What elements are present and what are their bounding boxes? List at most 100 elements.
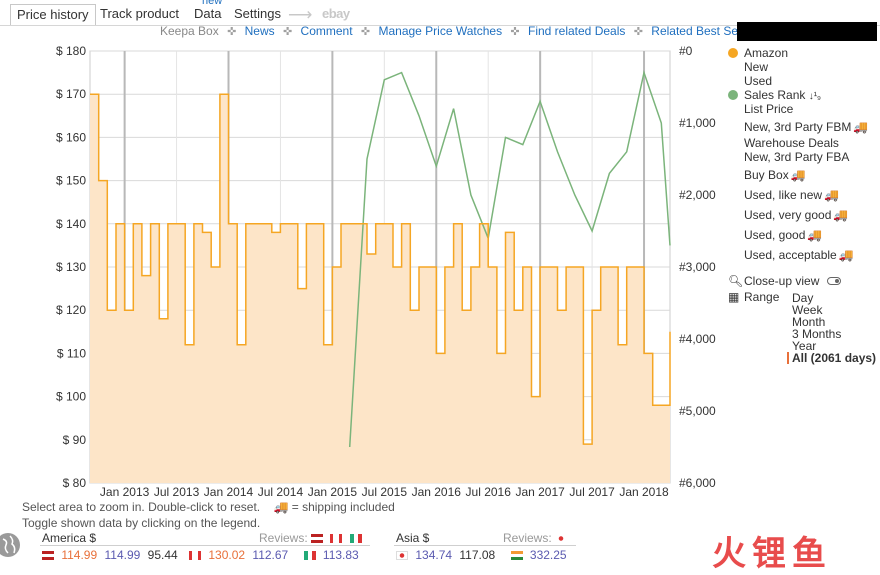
plus-icon: ✜ (282, 26, 293, 38)
x-axis-tick-label: Jan 2014 (204, 485, 254, 499)
legend-item-new[interactable]: New (744, 60, 769, 74)
range-day[interactable]: Day (792, 291, 814, 305)
legend-item-used-good[interactable]: Used, good 🚚 (744, 228, 823, 242)
range-week[interactable]: Week (792, 303, 823, 317)
in-new-price[interactable]: 332.25 (529, 548, 567, 562)
tab-data-label: Data (194, 6, 222, 21)
legend-item-new-3rd-fba[interactable]: New, 3rd Party FBA (744, 150, 850, 164)
y-axis-left-tick-label: $ 140 (56, 217, 86, 231)
range-3-months[interactable]: 3 Months (792, 327, 842, 341)
x-axis-tick-label: Jul 2015 (362, 485, 408, 499)
redacted-block (737, 22, 877, 41)
tab-settings[interactable]: Settings (234, 6, 281, 21)
x-axis-tick-label: Jan 2017 (515, 485, 565, 499)
range-month[interactable]: Month (792, 315, 826, 329)
y-axis-left-tick-label: $ 180 (56, 44, 86, 58)
mx-new-price[interactable]: 113.83 (322, 548, 359, 562)
arrow-right-icon: ⟶ (288, 5, 313, 24)
y-axis-right-tick-label: #5,000 (679, 404, 716, 418)
america-divider (40, 545, 370, 546)
tab-data[interactable]: new Data (188, 0, 227, 26)
legend-item-list-price[interactable]: List Price (744, 102, 794, 116)
y-axis-left-tick-label: $ 100 (56, 390, 86, 404)
plus-icon: ✜ (510, 26, 520, 38)
asia-prices: 134.74 117.08 332.25 (396, 548, 571, 562)
sales-rank-line (348, 69, 671, 448)
plus-icon: ✜ (633, 26, 643, 38)
news-link[interactable]: News (244, 24, 275, 38)
y-axis-left-tick-label: $ 110 (57, 346, 86, 360)
legend-item-buy-box[interactable]: Buy Box 🚚 (744, 168, 806, 182)
mx-flag-icon (303, 551, 316, 560)
us-flag-icon (311, 534, 324, 543)
truck-icon: 🚚 (833, 208, 849, 222)
truck-icon: 🚚 (853, 120, 869, 134)
y-axis-right-tick-label: #0 (679, 44, 693, 58)
y-axis-left-tick-label: $ 160 (56, 130, 86, 144)
asia-divider (394, 545, 576, 546)
related-best-sellers-link[interactable]: Related Best Sellers (651, 24, 761, 38)
plus-icon: ✜ (227, 26, 237, 38)
new-badge: new (202, 0, 223, 7)
us-new-price[interactable]: 114.99 (104, 548, 141, 562)
truck-icon: 🚚 (838, 248, 854, 262)
jp-used-price[interactable]: 117.08 (459, 548, 496, 562)
jp-flag-icon (396, 551, 408, 560)
ca-new-price[interactable]: 112.67 (252, 548, 289, 562)
ca-flag-icon (189, 551, 202, 560)
tab-track-product[interactable]: Track product (100, 6, 179, 21)
ca-amazon-price[interactable]: 130.02 (208, 548, 246, 562)
truck-icon: 🚚 (273, 500, 289, 514)
comment-link[interactable]: Comment (300, 24, 353, 38)
manage-price-watches-link[interactable]: Manage Price Watches (378, 24, 503, 38)
us-amazon-price[interactable]: 114.99 (61, 548, 98, 562)
america-header: America $ (42, 531, 97, 545)
legend-item-amazon[interactable]: Amazon (728, 46, 788, 60)
tab-price-history[interactable]: Price history (10, 4, 96, 26)
y-axis-left-tick-label: $ 170 (56, 87, 86, 101)
legend-item-used-like-new[interactable]: Used, like new 🚚 (744, 188, 839, 202)
truck-icon: 🚚 (824, 188, 839, 202)
zoom-hint: Select area to zoom in. Double-click to … (22, 500, 395, 514)
link-bar: Keepa Box ✜ News ✜ Comment ✜ Manage Pric… (160, 23, 765, 39)
closeup-view-toggle[interactable]: 🔍︎Close-up view (728, 274, 841, 288)
us-used-price[interactable]: 95.44 (147, 548, 178, 562)
jp-new-price[interactable]: 134.74 (415, 548, 453, 562)
y-axis-left-tick-label: $ 80 (63, 476, 87, 490)
price-history-chart[interactable]: $ 180 $ 170 $ 160 $ 150 $ 140 $ 130 $ 120 $ 110… (0, 40, 730, 500)
legend-item-new-3rd-fbm[interactable]: New, 3rd Party FBM 🚚 (744, 120, 869, 134)
tab-divider (0, 25, 880, 26)
range-year[interactable]: Year (792, 339, 817, 353)
find-related-deals-link[interactable]: Find related Deals (527, 24, 626, 38)
x-axis-tick-label: Jan 2018 (619, 485, 669, 499)
y-axis-right-tick-label: #2,000 (679, 188, 716, 202)
legend-item-used-very-good[interactable]: Used, very good 🚚 (744, 208, 849, 222)
x-axis-tick-label: Jan 2015 (308, 485, 358, 499)
amazon-area-fill (90, 94, 670, 483)
amazon-price-line (90, 93, 671, 445)
y-axis-left-tick-label: $ 150 (56, 174, 86, 188)
range-all[interactable]: All (2061 days) (787, 352, 876, 364)
tab-ebay[interactable]: ebay (322, 6, 350, 21)
legend-item-used[interactable]: Used (744, 74, 773, 88)
x-axis-tick-label: Jul 2013 (154, 485, 200, 499)
range-label: ▦ Range (728, 290, 780, 304)
calendar-icon: ▦ (728, 290, 740, 304)
legend-item-sales-rank[interactable]: Sales Rank ↓¹₉ (728, 88, 821, 102)
legend-item-used-acceptable[interactable]: Used, acceptable 🚚 (744, 248, 854, 262)
y-axis-left-tick-label: $ 90 (63, 433, 87, 447)
in-flag-icon (510, 551, 523, 560)
y-axis-right-tick-label: #3,000 (679, 260, 716, 274)
toggle-switch-icon[interactable] (826, 277, 841, 285)
x-axis-tick-label: Jan 2013 (100, 485, 150, 499)
mx-flag-icon (349, 534, 362, 543)
y-axis-left-tick-label: $ 130 (56, 260, 86, 274)
sort-icon: ↓¹₉ (808, 91, 822, 102)
keepa-box-label[interactable]: Keepa Box (160, 24, 219, 38)
legend-item-warehouse-deals[interactable]: Warehouse Deals (744, 136, 839, 150)
legend-hint: Toggle shown data by clicking on the leg… (22, 516, 261, 530)
globe-icon (0, 533, 20, 557)
ca-flag-icon (330, 534, 343, 543)
y-axis-right-tick-label: #1,000 (679, 116, 716, 130)
y-axis-left-tick-label: $ 120 (56, 303, 86, 317)
